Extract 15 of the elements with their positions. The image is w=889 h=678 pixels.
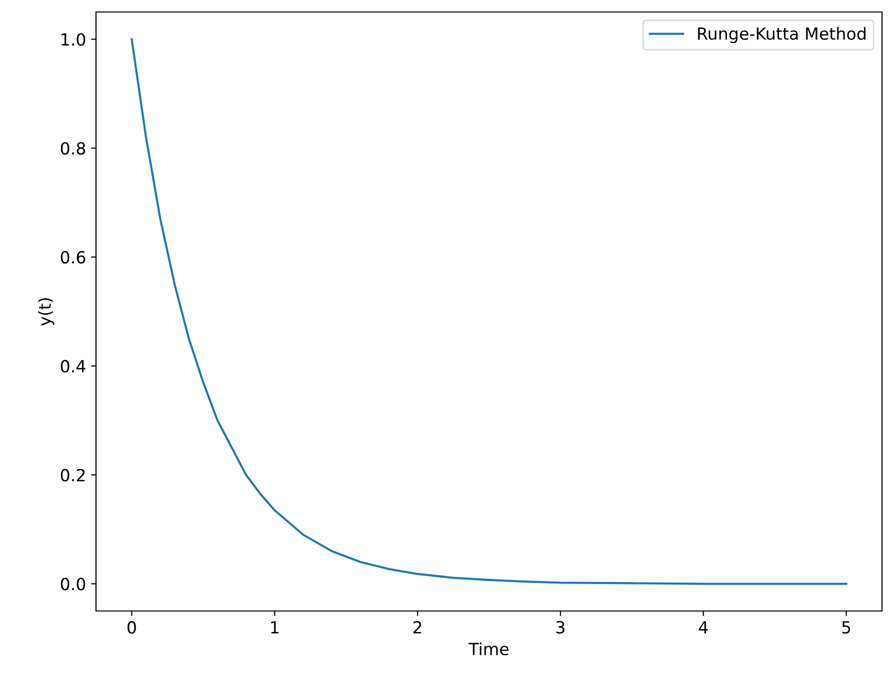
- y-tick-label: 0.6: [60, 251, 86, 264]
- y-tick-label: 0.8: [60, 142, 86, 155]
- x-tick-label: 1: [271, 621, 278, 634]
- x-tick-label: 5: [842, 621, 850, 634]
- y-tick-label: 0.4: [60, 360, 86, 373]
- legend-label: Runge-Kutta Method: [698, 27, 866, 44]
- x-tick-label: 3: [556, 621, 564, 634]
- y-tick-label: 0.0: [60, 578, 86, 590]
- x-tick-label: 2: [413, 621, 422, 634]
- x-axis-title: Time: [468, 642, 509, 656]
- y-tick-label: 0.2: [60, 468, 85, 482]
- x-tick-label: 0: [128, 621, 136, 634]
- y-axis-title: y(t): [38, 298, 54, 326]
- y-tick-label: 1.0: [62, 33, 86, 46]
- x-tick-label: 4: [698, 621, 708, 634]
